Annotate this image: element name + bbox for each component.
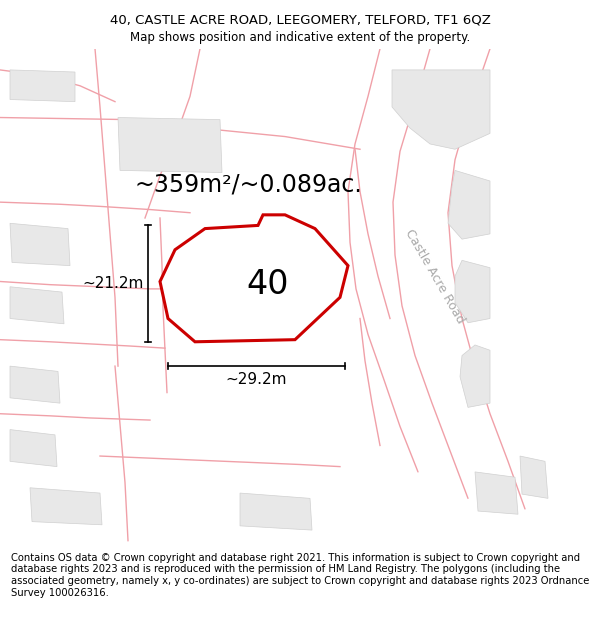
Text: 40, CASTLE ACRE ROAD, LEEGOMERY, TELFORD, TF1 6QZ: 40, CASTLE ACRE ROAD, LEEGOMERY, TELFORD… (110, 14, 490, 27)
Polygon shape (10, 366, 60, 403)
Polygon shape (392, 70, 490, 149)
Text: Map shows position and indicative extent of the property.: Map shows position and indicative extent… (130, 31, 470, 44)
Polygon shape (10, 287, 64, 324)
Polygon shape (160, 215, 348, 342)
Polygon shape (460, 345, 490, 408)
Polygon shape (30, 488, 102, 525)
Text: Castle Acre Road: Castle Acre Road (403, 227, 467, 326)
Polygon shape (240, 493, 312, 530)
Text: ~29.2m: ~29.2m (226, 372, 287, 388)
Polygon shape (10, 223, 70, 266)
Text: 40: 40 (247, 268, 289, 301)
Polygon shape (455, 261, 490, 322)
Polygon shape (10, 70, 75, 102)
Polygon shape (10, 429, 57, 467)
Text: Contains OS data © Crown copyright and database right 2021. This information is : Contains OS data © Crown copyright and d… (11, 552, 589, 598)
Polygon shape (118, 118, 222, 172)
Polygon shape (448, 171, 490, 239)
Polygon shape (520, 456, 548, 498)
Text: ~21.2m: ~21.2m (83, 276, 144, 291)
Polygon shape (475, 472, 518, 514)
Text: ~359m²/~0.089ac.: ~359m²/~0.089ac. (134, 173, 362, 197)
